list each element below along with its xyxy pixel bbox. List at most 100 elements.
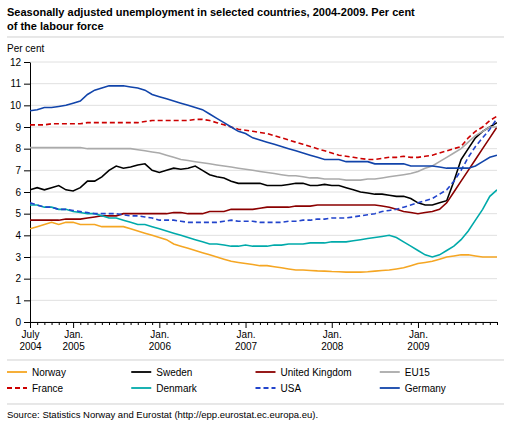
legend-label: Denmark [156,383,198,394]
legend: NorwaySwedenUnited KingdomEU15FranceDenm… [7,367,446,394]
tick-label: 3 [15,252,21,263]
grid-line [30,83,497,84]
tick-label: 9 [15,122,21,133]
tick [461,322,462,325]
tick-label: 8 [15,143,21,154]
subtitle: of the labour force [7,20,104,32]
tick [152,322,153,325]
y-axis: 0123456789101112 [10,57,31,328]
tick-mark [368,322,369,325]
tick: 8 [15,143,30,154]
tick [253,322,254,325]
tick-mark [24,322,30,323]
grid-line [30,300,497,301]
tick-mark [468,322,469,325]
tick [310,322,311,325]
tick-mark [454,322,455,325]
tick: 12 [10,57,30,68]
rule [7,404,504,405]
tick-mark [73,322,74,328]
tick-mark [138,322,139,325]
legend-swatch [256,387,276,389]
tick-mark [490,322,491,325]
legend-item: Germany [380,383,446,394]
tick-mark [116,322,117,325]
tick [475,322,476,325]
tick [454,322,455,325]
tick-mark [289,322,290,325]
series-line [30,118,497,222]
tick [52,322,53,325]
tick-mark [30,322,31,328]
grid [30,62,497,322]
tick-mark [24,257,30,258]
grid-line [30,278,497,279]
tick: Jan.2006 [149,322,172,352]
legend-item: Denmark [131,383,198,394]
tick-label: 12 [10,57,22,68]
tick-mark [310,322,311,325]
legend-swatch [131,371,151,373]
tick: 7 [15,165,30,176]
tick-mark [167,322,168,325]
tick-mark [253,322,254,325]
tick [339,322,340,325]
tick [138,322,139,325]
tick-mark [411,322,412,325]
tick-mark [389,322,390,325]
tick [195,322,196,325]
grid-line [30,257,497,258]
tick-mark [267,322,268,325]
tick: 10 [10,100,30,111]
tick: Jan.2005 [62,322,85,352]
tick [260,322,261,325]
tick: Jan.2008 [321,322,344,352]
rule [7,37,504,38]
grid-line [30,235,497,236]
grid-line [30,322,497,323]
tick-mark [296,322,297,325]
tick-mark [231,322,232,325]
legend-swatch [380,371,400,373]
grid-line [30,192,497,193]
tick-mark [325,322,326,325]
title: Seasonally adjusted unemployment in sele… [7,6,415,18]
tick [346,322,347,325]
tick [353,322,354,325]
tick [389,322,390,325]
legend-label: France [32,383,64,394]
tick-mark [404,322,405,325]
tick [267,322,268,325]
tick [360,322,361,325]
tick [368,322,369,325]
tick [490,322,491,325]
series-line [30,116,497,159]
tick [289,322,290,325]
y-axis-title: Per cent [7,43,44,54]
legend-item: Sweden [131,367,192,378]
tick [440,322,441,325]
tick [188,322,189,325]
tick-label: 11 [11,78,22,89]
tick-mark [159,322,160,328]
tick-mark [396,322,397,325]
tick-mark [52,322,53,325]
tick-mark [382,322,383,325]
tick-mark [202,322,203,325]
tick [296,322,297,325]
tick-mark [123,322,124,325]
legend-label: USA [281,383,302,394]
legend-item: United Kingdom [256,367,352,378]
tick: July2004 [19,322,42,352]
tick-mark [332,322,333,328]
tick-mark [174,322,175,325]
rule [7,360,504,361]
tick-mark [37,322,38,325]
tick-mark [24,149,30,150]
series-line [30,222,497,272]
tick-mark [475,322,476,325]
x-axis: July2004Jan.2005Jan.2006Jan.2007Jan.2008… [19,322,497,352]
chart: Seasonally adjusted unemployment in sele… [0,0,511,430]
legend-label: Sweden [156,367,192,378]
tick-mark [238,322,239,325]
